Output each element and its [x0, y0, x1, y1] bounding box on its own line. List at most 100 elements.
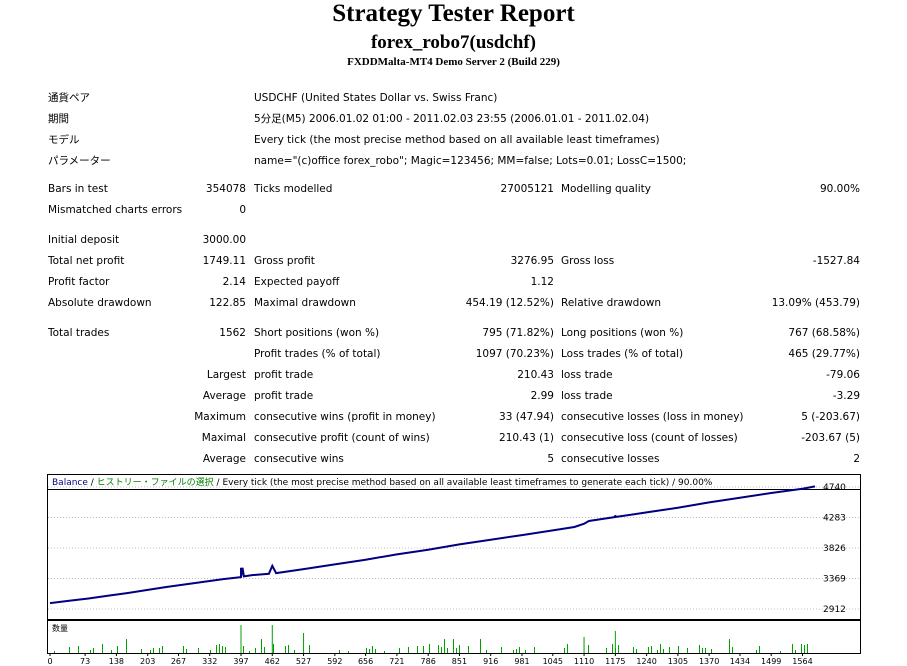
- params-label: パラメーター: [48, 155, 111, 167]
- x-tick-label: 1045: [543, 657, 563, 666]
- x-tick-label: 73: [80, 657, 90, 666]
- balance-chart: Balance / ヒストリー・ファイルの選択 / Every tick (th…: [47, 474, 861, 620]
- x-tick-label: 1434: [730, 657, 750, 666]
- maxl-profit-value: 210.43 (1): [499, 432, 554, 444]
- report-title: Strategy Tester Report: [332, 0, 575, 27]
- trades-value: 1562: [219, 327, 246, 339]
- average-loss-value: -3.29: [832, 390, 860, 402]
- x-tick-label: 267: [171, 657, 186, 666]
- max-losses-value: 5 (-203.67): [801, 411, 860, 423]
- x-tick-label: 462: [265, 657, 280, 666]
- y-tick-label: 4740: [823, 483, 846, 493]
- quality-value: 90.00%: [819, 183, 860, 195]
- chart-frame: [47, 474, 861, 620]
- mismatch-value: 0: [239, 204, 246, 216]
- period-label: 期間: [48, 113, 69, 125]
- avg-cwins-label: consecutive wins: [254, 453, 344, 465]
- maxdd-label: Maximal drawdown: [254, 297, 356, 309]
- x-tick-label: 851: [452, 657, 467, 666]
- ltrades-value: 465 (29.77%): [788, 348, 860, 360]
- grossloss-label: Gross loss: [561, 255, 615, 267]
- largest-loss-label: loss trade: [561, 369, 613, 381]
- chart-header-rest: / Every tick (the most precise method ba…: [214, 478, 713, 488]
- max-wins-value: 33 (47.94): [499, 411, 554, 423]
- y-axis-labels: 4740 4283 3826 3369 2912: [823, 483, 846, 615]
- balance-line: [49, 485, 816, 605]
- reldd-value: 13.09% (453.79): [771, 297, 860, 309]
- average-profit-label: profit trade: [254, 390, 314, 402]
- bars-value: 354078: [205, 183, 246, 195]
- short-label: Short positions (won %): [254, 327, 380, 339]
- maximal-label: Maximal: [201, 432, 246, 444]
- netprofit-label: Total net profit: [48, 255, 125, 267]
- x-tick-label: 656: [358, 657, 373, 666]
- max-wins-label: consecutive wins (profit in money): [254, 411, 436, 423]
- grossprofit-value: 3276.95: [510, 255, 554, 267]
- average2-label: Average: [202, 453, 246, 465]
- maxl-profit-label: consecutive profit (count of wins): [254, 432, 430, 444]
- grossprofit-label: Gross profit: [254, 255, 315, 267]
- short-value: 795 (71.82%): [482, 327, 554, 339]
- x-tick-label: 1564: [792, 657, 812, 666]
- x-tick-label: 0: [47, 657, 52, 666]
- reldd-label: Relative drawdown: [561, 297, 662, 309]
- volume-label: 数量: [52, 623, 68, 633]
- deposit-value: 3000.00: [202, 234, 246, 246]
- x-tick-label: 592: [327, 657, 342, 666]
- x-tick-label: 786: [421, 657, 436, 666]
- ticks-value: 27005121: [500, 183, 554, 195]
- largest-loss-value: -79.06: [826, 369, 860, 381]
- model-value: Every tick (the most precise method base…: [254, 134, 660, 146]
- ptrades-label: Profit trades (% of total): [254, 348, 381, 360]
- x-axis-labels: 0 73 138 203 267 332 397 462 527 592 656 721 786 851 9…: [47, 653, 813, 666]
- avg-cwins-value: 5: [547, 453, 554, 465]
- max-losses-label: consecutive losses (loss in money): [561, 411, 744, 423]
- x-tick-label: 1370: [699, 657, 719, 666]
- average-loss-label: loss trade: [561, 390, 613, 402]
- maxdd-value: 454.19 (12.52%): [465, 297, 554, 309]
- largest-profit-label: profit trade: [254, 369, 314, 381]
- volume-bars: [54, 625, 808, 653]
- absdd-label: Absolute drawdown: [48, 297, 152, 309]
- maximum-label: Maximum: [194, 411, 246, 423]
- x-tick-label: 203: [140, 657, 155, 666]
- largest-profit-value: 210.43: [517, 369, 554, 381]
- symbol-label: 通貨ペア: [48, 92, 90, 104]
- x-tick-label: 1175: [605, 657, 625, 666]
- netprofit-value: 1749.11: [202, 255, 246, 267]
- balance-spikes: [240, 515, 617, 578]
- chart-grid: [48, 486, 860, 610]
- avg-closses-label: consecutive losses: [561, 453, 660, 465]
- x-tick-label: 1499: [761, 657, 781, 666]
- x-tick-label: 138: [109, 657, 124, 666]
- long-value: 767 (68.58%): [788, 327, 860, 339]
- params-value: name="(c)office forex_robo"; Magic=12345…: [254, 155, 687, 167]
- quality-label: Modelling quality: [561, 183, 651, 195]
- average-label: Average: [202, 390, 246, 402]
- avg-closses-value: 2: [853, 453, 860, 465]
- chart-header: Balance / ヒストリー・ファイルの選択 / Every tick (th…: [52, 476, 713, 488]
- x-tick-label: 981: [514, 657, 529, 666]
- server-name: FXDDMalta-MT4 Demo Server 2 (Build 229): [347, 56, 560, 68]
- x-tick-label: 721: [389, 657, 404, 666]
- mismatch-label: Mismatched charts errors: [48, 204, 183, 216]
- y-tick-label: 3826: [823, 544, 846, 554]
- grossloss-value: -1527.84: [812, 255, 860, 267]
- x-tick-label: 1110: [574, 657, 594, 666]
- bars-label: Bars in test: [48, 183, 108, 195]
- x-tick-label: 332: [202, 657, 217, 666]
- trades-label: Total trades: [48, 327, 110, 339]
- y-tick-label: 3369: [823, 575, 846, 585]
- volume-chart: 数量 0 73 138 203 267 332 397 462 527 592 656 721 786 8…: [47, 620, 861, 666]
- pf-value: 2.14: [222, 276, 246, 288]
- payoff-label: Expected payoff: [254, 276, 340, 288]
- period-value: 5分足(M5) 2006.01.02 01:00 - 2011.02.03 23…: [254, 113, 650, 125]
- x-tick-label: 916: [483, 657, 498, 666]
- absdd-value: 122.85: [209, 297, 246, 309]
- ptrades-value: 1097 (70.23%): [475, 348, 554, 360]
- pf-label: Profit factor: [48, 276, 110, 288]
- x-tick-label: 527: [296, 657, 311, 666]
- y-tick-label: 4283: [823, 514, 846, 524]
- maxl-loss-label: consecutive loss (count of losses): [561, 432, 738, 444]
- largest-label: Largest: [206, 369, 246, 381]
